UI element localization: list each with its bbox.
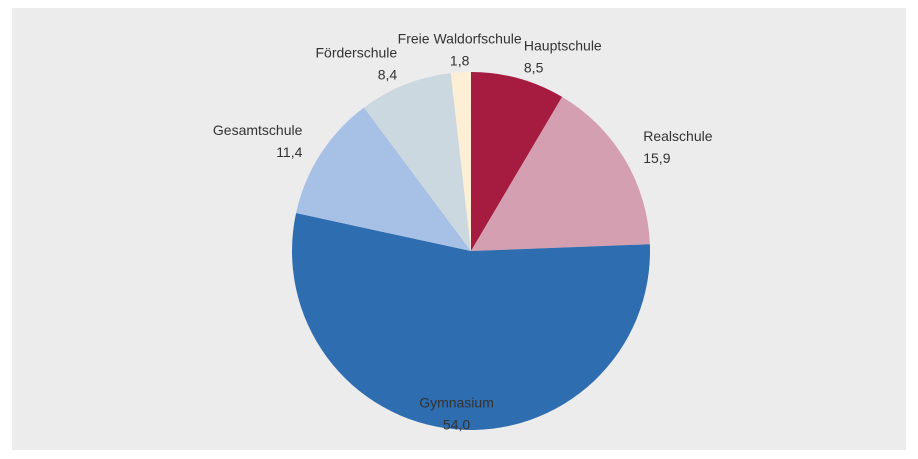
slice-label: Förderschule xyxy=(315,44,397,60)
slice-label: Freie Waldorfschule xyxy=(398,31,522,47)
slice-value: 1,8 xyxy=(450,53,470,69)
slice-value: 15,9 xyxy=(643,150,670,166)
pie-slice xyxy=(291,213,650,430)
slice-label: Realschule xyxy=(643,128,712,144)
slice-value: 11,4 xyxy=(276,144,302,160)
slice-value: 8,4 xyxy=(378,66,398,82)
slice-value: 8,5 xyxy=(524,59,544,75)
slice-label: Hauptschule xyxy=(524,37,602,53)
pie-slice xyxy=(471,72,563,251)
slice-label: Gesamtschule xyxy=(213,122,303,138)
slice-value: 54,0 xyxy=(443,417,470,433)
slice-label: Gymnasium xyxy=(419,395,494,411)
pie-slice xyxy=(450,72,471,251)
pie-slice xyxy=(363,73,471,251)
pie-slice xyxy=(296,107,471,252)
pie-slice xyxy=(471,96,650,251)
